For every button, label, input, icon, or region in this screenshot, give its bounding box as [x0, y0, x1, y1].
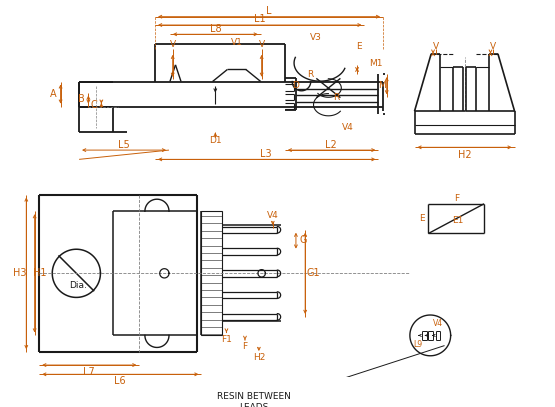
Text: V: V	[259, 40, 265, 49]
Text: V4: V4	[342, 123, 354, 132]
Text: L: L	[266, 6, 272, 16]
Text: L8: L8	[209, 24, 221, 34]
Text: R: R	[307, 70, 314, 79]
Text: G1: G1	[307, 268, 320, 278]
Text: G: G	[300, 235, 307, 245]
Text: V: V	[170, 40, 176, 49]
Text: A: A	[50, 89, 57, 98]
Text: F1: F1	[221, 335, 232, 344]
Text: RESIN BETWEEN: RESIN BETWEEN	[218, 392, 291, 401]
Text: L1: L1	[254, 15, 266, 24]
Text: M: M	[378, 81, 386, 90]
Text: B: B	[78, 94, 84, 104]
Text: H1: H1	[33, 268, 47, 278]
Text: R: R	[332, 93, 339, 102]
Text: F: F	[243, 342, 248, 351]
Text: LEADS: LEADS	[240, 403, 269, 407]
Text: V: V	[433, 42, 439, 51]
Text: V1: V1	[231, 38, 243, 47]
Text: V: V	[490, 42, 496, 51]
Text: V4: V4	[432, 319, 443, 328]
Text: V3: V3	[310, 33, 321, 42]
Text: H2: H2	[458, 150, 471, 160]
Text: H2: H2	[253, 353, 265, 362]
Text: E: E	[356, 42, 362, 51]
Text: L9: L9	[413, 340, 423, 349]
Text: H3: H3	[13, 268, 27, 278]
Text: E1: E1	[452, 216, 464, 225]
Text: Dia.: Dia.	[69, 281, 87, 290]
Text: F: F	[453, 194, 459, 203]
Text: E: E	[419, 214, 425, 223]
Text: L7: L7	[83, 367, 95, 376]
Text: D1: D1	[209, 136, 221, 145]
Text: V4: V4	[267, 211, 279, 220]
Text: L2: L2	[325, 140, 337, 149]
Text: M1: M1	[369, 59, 382, 68]
Text: L6: L6	[114, 376, 125, 386]
Text: D: D	[292, 81, 299, 90]
Text: C: C	[90, 100, 97, 110]
Text: L5: L5	[118, 140, 129, 149]
Text: L3: L3	[260, 149, 272, 159]
